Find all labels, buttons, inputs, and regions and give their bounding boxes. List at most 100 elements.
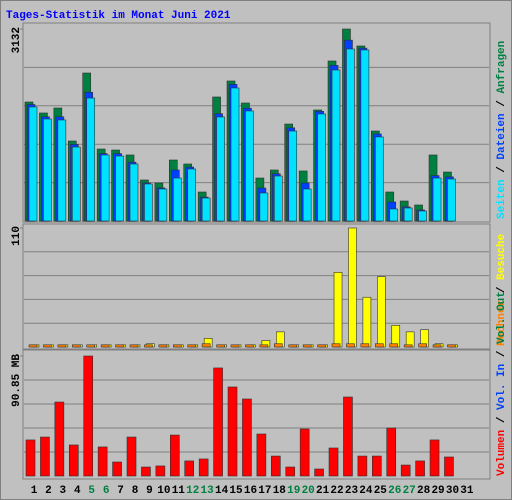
x-tick-label: 11 <box>172 485 186 497</box>
x-tick-label: 22 <box>330 485 343 497</box>
bar <box>314 468 324 477</box>
legend-separator: / <box>496 344 508 364</box>
legend-entry: Seiten <box>496 179 508 219</box>
bar <box>357 455 368 477</box>
bar <box>86 97 96 222</box>
bar <box>245 344 254 348</box>
bar <box>271 455 281 477</box>
bar <box>115 155 124 222</box>
bar <box>242 398 252 477</box>
panel <box>22 223 491 350</box>
bar <box>372 455 382 477</box>
legend-separator: / <box>496 280 508 300</box>
x-tick-label: 18 <box>273 485 287 497</box>
bar <box>299 428 310 477</box>
bar <box>362 296 372 348</box>
panel <box>22 349 491 480</box>
x-tick-label: 10 <box>157 485 170 497</box>
bar <box>331 343 341 348</box>
bar <box>274 175 283 222</box>
legend-separator: / <box>496 410 508 430</box>
x-tick-label: 24 <box>359 485 373 497</box>
legend-entry: Dateien <box>496 113 508 159</box>
bar <box>348 227 357 348</box>
bar <box>129 163 139 222</box>
bar <box>317 113 326 222</box>
bar <box>71 344 81 348</box>
bar <box>57 119 67 222</box>
legend-entry: Vol. Out <box>496 291 508 344</box>
bar <box>40 436 50 477</box>
y-tick-label: 90.85 MB <box>11 354 23 407</box>
bar <box>126 436 137 477</box>
x-tick-label: 4 <box>74 485 81 497</box>
bar <box>158 188 168 222</box>
x-tick-label: 9 <box>146 485 153 497</box>
bar <box>432 177 442 222</box>
bar <box>346 48 355 222</box>
bar <box>328 447 339 477</box>
bar <box>144 344 153 348</box>
bar <box>274 343 283 348</box>
bar <box>415 460 425 477</box>
x-tick-label: 28 <box>417 485 431 497</box>
bar <box>129 344 139 348</box>
bar <box>100 154 110 222</box>
bar <box>216 116 225 222</box>
bar <box>115 344 124 348</box>
bar <box>377 276 386 348</box>
bar <box>447 178 456 222</box>
bar <box>386 427 397 477</box>
bar <box>201 343 211 348</box>
bar <box>25 439 36 477</box>
bar <box>71 146 81 222</box>
y-tick-label: 110 <box>11 226 23 246</box>
bar <box>403 207 413 222</box>
bar <box>346 343 355 348</box>
bar <box>97 446 108 477</box>
bar <box>418 210 427 222</box>
bar <box>302 344 312 348</box>
bar <box>331 69 341 222</box>
chart-title: Tages-Statistik im Monat Juni 2021 <box>6 10 231 22</box>
legend-entry: Vol. In <box>496 364 508 410</box>
bar <box>216 344 225 348</box>
bar <box>444 456 454 477</box>
bar <box>418 343 427 348</box>
bar <box>28 344 38 348</box>
x-tick-label: 31 <box>460 485 474 497</box>
x-tick-label: 12 <box>186 485 199 497</box>
x-tick-label: 17 <box>258 485 271 497</box>
bar <box>68 444 79 477</box>
bar <box>227 386 238 477</box>
bar <box>343 396 353 477</box>
bar <box>43 118 52 222</box>
x-tick-label: 16 <box>244 485 257 497</box>
bar <box>141 466 151 477</box>
x-tick-label: 13 <box>201 485 215 497</box>
x-tick-label: 21 <box>316 485 330 497</box>
bar <box>100 344 110 348</box>
y-tick-label: 3132 <box>11 27 23 53</box>
legend-separator: / <box>496 94 508 114</box>
bar <box>375 343 384 348</box>
x-tick-label: 2 <box>45 485 52 497</box>
bar <box>375 136 384 222</box>
x-tick-label: 3 <box>60 485 67 497</box>
bar <box>198 458 209 477</box>
x-tick-label: 7 <box>117 485 124 497</box>
x-tick-label: 8 <box>132 485 139 497</box>
x-tick-label: 20 <box>302 485 315 497</box>
x-tick-label: 25 <box>374 485 388 497</box>
legend-entry: Anfragen <box>496 41 508 94</box>
bar <box>256 433 267 477</box>
bar <box>288 130 298 222</box>
bar <box>28 106 38 222</box>
x-tick-label: 5 <box>88 485 95 497</box>
bar <box>144 183 153 222</box>
bar <box>86 344 96 348</box>
bar <box>230 344 240 348</box>
bar <box>112 461 122 477</box>
legend: Rechner / Besuche <box>496 233 508 346</box>
